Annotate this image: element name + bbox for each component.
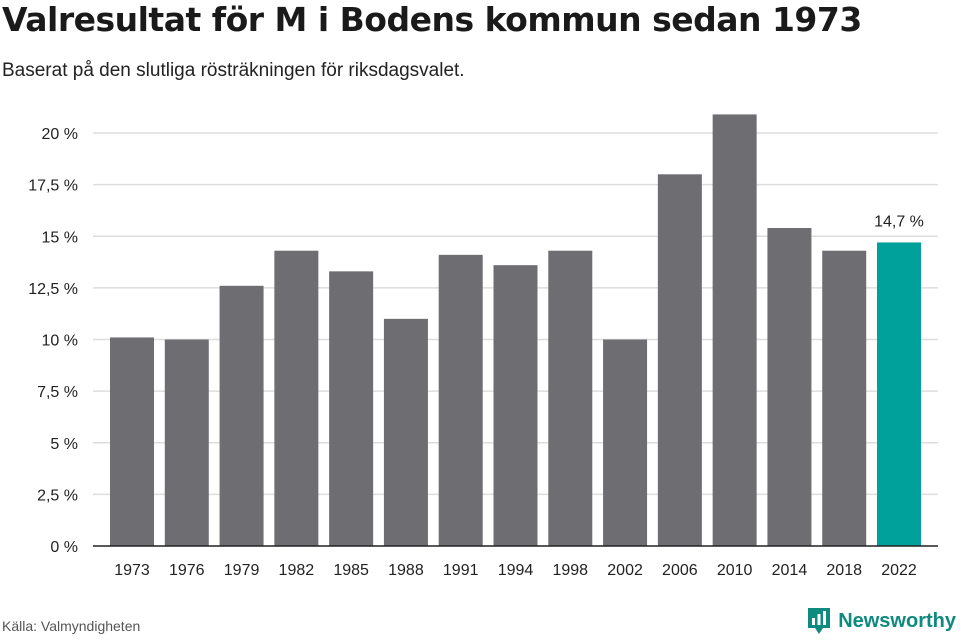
x-tick-label: 1998 (552, 562, 588, 579)
bar-2006 (657, 174, 702, 547)
y-tick-label: 10 % (42, 333, 78, 350)
data-label-2022: 14,7 % (874, 213, 924, 230)
bar-1994 (493, 265, 538, 546)
x-tick-label: 2014 (772, 562, 808, 579)
y-tick-label: 2,5 % (37, 487, 78, 504)
y-tick-label: 7,5 % (37, 384, 78, 401)
bar-chart: 0 % 2,5 % 5 % 7,5 % 10 % 12,5 % 15 % 17,5 % 20 %… (28, 114, 938, 579)
bar-2018 (822, 250, 867, 546)
x-tick-label: 2022 (881, 562, 917, 579)
y-axis-ticks: 0 % 2,5 % 5 % 7,5 % 10 % 12,5 % 15 % 17,5 % 20 % (28, 126, 78, 556)
bar-1982 (274, 250, 319, 546)
bar-1998 (548, 250, 593, 546)
y-tick-label: 20 % (42, 126, 78, 143)
y-tick-label: 12,5 % (28, 281, 78, 298)
bars (110, 114, 921, 547)
x-tick-label: 1988 (388, 562, 424, 579)
bar-1979 (219, 285, 264, 546)
y-tick-label: 5 % (50, 436, 78, 453)
x-tick-label: 1976 (169, 562, 205, 579)
source-note: Källa: Valmyndigheten (2, 618, 141, 634)
bar-1976 (164, 339, 209, 546)
newsworthy-logo-icon (808, 608, 831, 634)
x-tick-label: 1994 (498, 562, 534, 579)
y-tick-label: 17,5 % (28, 178, 78, 195)
x-tick-label: 2002 (607, 562, 643, 579)
x-tick-label: 1982 (279, 562, 315, 579)
bar-2014 (767, 227, 812, 547)
x-tick-label: 2010 (717, 562, 753, 579)
x-axis-ticks: 1973 1976 1979 1982 1985 1988 1991 1994 1998 2002… (114, 562, 917, 579)
x-tick-label: 1979 (224, 562, 260, 579)
bar-1988 (383, 318, 428, 546)
x-tick-label: 2018 (826, 562, 862, 579)
y-tick-label: 0 % (50, 539, 78, 556)
x-tick-label: 1991 (443, 562, 479, 579)
bar-1973 (110, 337, 154, 546)
x-tick-label: 1985 (333, 562, 369, 579)
bar-2022 (877, 242, 921, 546)
bar-2002 (603, 339, 648, 546)
bar-1985 (329, 271, 374, 546)
x-tick-label: 2006 (662, 562, 698, 579)
bar-2010 (712, 114, 757, 546)
chart-title: Valresultat för M i Bodens kommun sedan … (2, 0, 862, 39)
brand-name: Newsworthy (838, 609, 956, 632)
y-tick-label: 15 % (42, 229, 78, 246)
chart-subtitle: Baserat på den slutliga rösträkningen fö… (2, 60, 465, 81)
x-tick-label: 1973 (114, 562, 150, 579)
data-labels: 14,7 % (874, 213, 924, 230)
bar-1991 (438, 254, 483, 546)
brand-logo: Newsworthy (806, 606, 956, 636)
